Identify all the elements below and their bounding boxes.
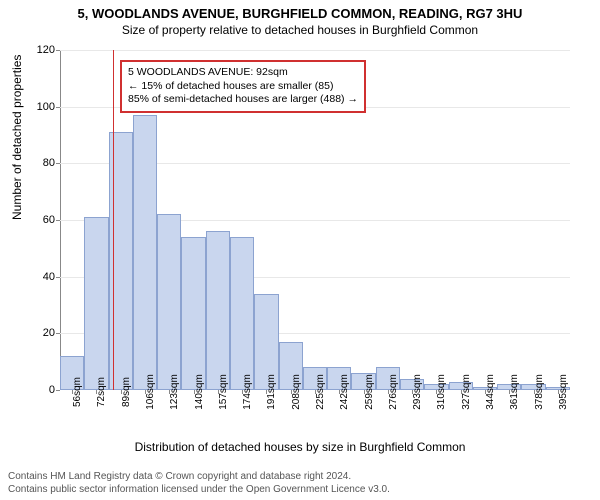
x-tick-mark — [291, 390, 292, 394]
x-tick-mark — [485, 390, 486, 394]
x-tick-mark — [315, 390, 316, 394]
y-axis-label: Number of detached properties — [10, 55, 24, 220]
x-tick-label: 259sqm — [364, 374, 375, 410]
annotation-line: 5 WOODLANDS AVENUE: 92sqm — [128, 66, 358, 80]
annotation-line: 85% of semi-detached houses are larger (… — [128, 93, 358, 107]
y-tick-label: 40 — [25, 271, 55, 283]
x-tick-mark — [72, 390, 73, 394]
x-tick-label: 361sqm — [509, 374, 520, 410]
histogram-bar — [230, 237, 254, 390]
annotation-line: ← 15% of detached houses are smaller (85… — [128, 80, 358, 94]
x-tick-label: 327sqm — [461, 374, 472, 410]
histogram-bar — [181, 237, 205, 390]
x-tick-label: 123sqm — [169, 374, 180, 410]
chart-container: 5, WOODLANDS AVENUE, BURGHFIELD COMMON, … — [0, 0, 600, 500]
y-tick-mark — [56, 390, 60, 391]
y-tick-mark — [56, 220, 60, 221]
histogram-bar — [206, 231, 230, 390]
y-tick-label: 20 — [25, 327, 55, 339]
x-tick-label: 191sqm — [266, 374, 277, 410]
x-tick-mark — [169, 390, 170, 394]
x-tick-mark — [194, 390, 195, 394]
x-tick-label: 293sqm — [412, 374, 423, 410]
x-tick-mark — [558, 390, 559, 394]
x-tick-mark — [388, 390, 389, 394]
x-tick-label: 395sqm — [558, 374, 569, 410]
page-subtitle: Size of property relative to detached ho… — [0, 21, 600, 37]
x-tick-label: 208sqm — [291, 374, 302, 410]
footer: Contains HM Land Registry data © Crown c… — [8, 471, 592, 496]
x-tick-label: 174sqm — [242, 374, 253, 410]
footer-line: Contains public sector information licen… — [8, 484, 592, 497]
x-tick-mark — [96, 390, 97, 394]
x-tick-mark — [534, 390, 535, 394]
x-tick-label: 310sqm — [436, 374, 447, 410]
x-tick-mark — [364, 390, 365, 394]
x-tick-mark — [339, 390, 340, 394]
y-tick-mark — [56, 163, 60, 164]
histogram-bar — [109, 132, 133, 390]
histogram-bar — [84, 217, 108, 390]
x-tick-label: 56sqm — [72, 377, 83, 407]
x-tick-label: 378sqm — [534, 374, 545, 410]
x-tick-label: 157sqm — [218, 374, 229, 410]
y-tick-label: 80 — [25, 157, 55, 169]
x-axis-label: Distribution of detached houses by size … — [0, 440, 600, 454]
y-tick-label: 100 — [25, 101, 55, 113]
property-marker-line — [113, 50, 114, 390]
x-tick-mark — [461, 390, 462, 394]
footer-line: Contains HM Land Registry data © Crown c… — [8, 471, 592, 484]
x-tick-mark — [242, 390, 243, 394]
x-tick-label: 89sqm — [121, 377, 132, 407]
x-tick-label: 106sqm — [145, 374, 156, 410]
grid-line — [60, 50, 570, 51]
y-tick-label: 120 — [25, 44, 55, 56]
x-tick-label: 344sqm — [485, 374, 496, 410]
y-tick-label: 0 — [25, 384, 55, 396]
x-tick-mark — [121, 390, 122, 394]
page-title: 5, WOODLANDS AVENUE, BURGHFIELD COMMON, … — [0, 0, 600, 21]
x-tick-mark — [266, 390, 267, 394]
x-tick-mark — [218, 390, 219, 394]
x-tick-label: 72sqm — [96, 377, 107, 407]
x-tick-label: 276sqm — [388, 374, 399, 410]
histogram-bar — [157, 214, 181, 390]
x-tick-label: 140sqm — [194, 374, 205, 410]
x-tick-mark — [436, 390, 437, 394]
y-tick-mark — [56, 107, 60, 108]
x-tick-label: 225sqm — [315, 374, 326, 410]
y-tick-label: 60 — [25, 214, 55, 226]
annotation-box: 5 WOODLANDS AVENUE: 92sqm ← 15% of detac… — [120, 60, 366, 113]
y-tick-mark — [56, 50, 60, 51]
x-tick-label: 242sqm — [339, 374, 350, 410]
x-tick-mark — [509, 390, 510, 394]
y-tick-mark — [56, 277, 60, 278]
y-tick-mark — [56, 333, 60, 334]
x-tick-mark — [412, 390, 413, 394]
x-tick-mark — [145, 390, 146, 394]
histogram-bar — [133, 115, 157, 390]
